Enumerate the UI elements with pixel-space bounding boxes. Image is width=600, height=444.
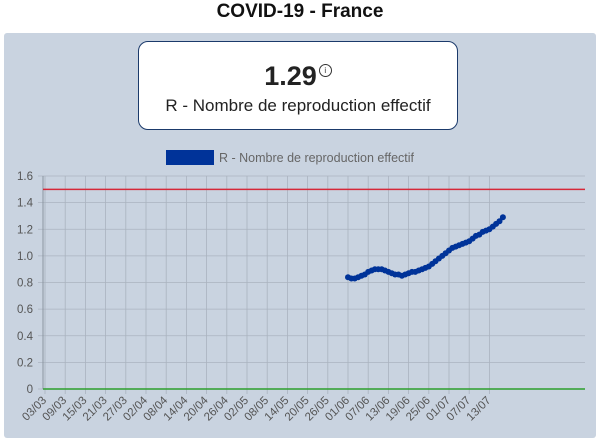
series-layer (345, 214, 506, 282)
reference-lines (43, 188, 585, 390)
legend[interactable]: R - Nombre de reproduction effectif (166, 150, 415, 165)
info-icon[interactable]: i (318, 64, 332, 77)
y-tick-label: 1.2 (17, 224, 33, 236)
y-tick-label: 0.8 (17, 278, 33, 290)
kpi-value: 1.29 (264, 61, 317, 91)
kpi-card: 1.29 i R - Nombre de reproduction effecti… (138, 41, 458, 130)
y-tick-label: 0.4 (17, 331, 34, 343)
y-tick-label: 1.0 (17, 251, 33, 263)
data-point (499, 214, 506, 221)
bottom-strip (0, 438, 600, 444)
legend-label[interactable]: R - Nombre de reproduction effectif (219, 151, 415, 165)
y-tick-label: 0.2 (17, 357, 33, 369)
y-tick-label: 1.6 (17, 171, 33, 183)
x-axis: 03/0309/0315/0321/0327/0302/0408/0414/04… (20, 394, 493, 423)
y-tick-label: 0 (27, 384, 33, 396)
page-title: COVID-19 - France (216, 1, 384, 22)
y-tick-label: 1.4 (17, 198, 34, 210)
y-tick-label: 0.6 (17, 304, 33, 316)
data-point (496, 218, 503, 225)
kpi-value-row: 1.29 i (139, 61, 457, 91)
kpi-label: R - Nombre de reproduction effectif (165, 96, 431, 115)
grid (38, 175, 585, 394)
y-axis: 0 0.2 0.4 0.6 0.8 1.0 1.2 1.4 1.6 (17, 171, 34, 396)
legend-swatch[interactable] (166, 150, 214, 165)
